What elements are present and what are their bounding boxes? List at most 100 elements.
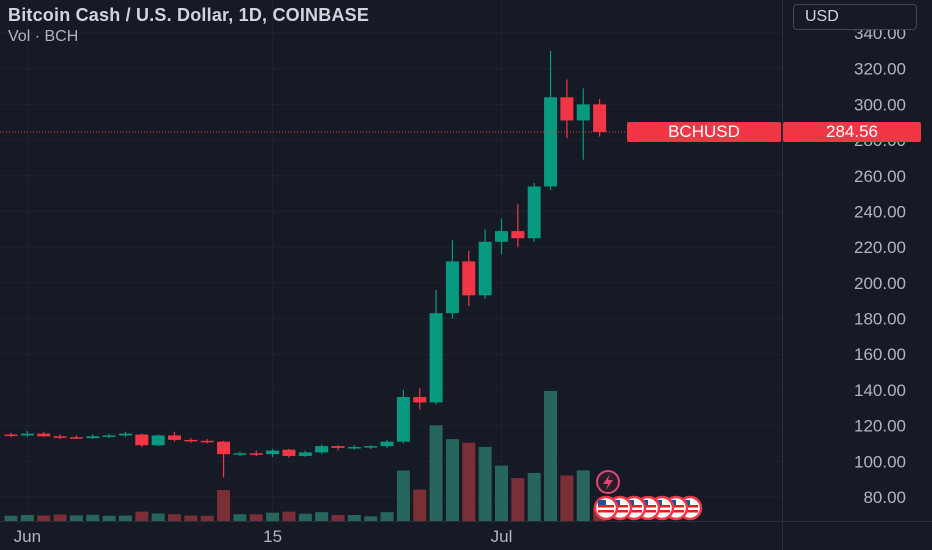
candle[interactable] bbox=[462, 250, 476, 307]
candle-body bbox=[560, 97, 574, 121]
candle[interactable] bbox=[347, 445, 361, 450]
volume-bar bbox=[576, 470, 590, 521]
candle-body bbox=[4, 434, 18, 437]
candle[interactable] bbox=[37, 431, 51, 438]
price-tick-label: 320.00 bbox=[854, 60, 906, 79]
candle[interactable] bbox=[86, 434, 100, 439]
candle-body bbox=[200, 440, 214, 443]
candle-body bbox=[380, 441, 394, 447]
volume-bar bbox=[135, 511, 149, 521]
time-tick-label: Jun bbox=[14, 527, 41, 546]
candle[interactable] bbox=[364, 445, 378, 449]
candle-body bbox=[217, 441, 231, 455]
candle[interactable] bbox=[4, 432, 18, 438]
price-tick-label: 240.00 bbox=[854, 202, 906, 221]
candle[interactable] bbox=[396, 389, 410, 444]
candle[interactable] bbox=[118, 431, 132, 438]
volume-bar bbox=[495, 465, 508, 521]
volume-bar bbox=[462, 442, 476, 521]
candle-body bbox=[20, 433, 34, 436]
candle[interactable] bbox=[413, 388, 427, 410]
candle[interactable] bbox=[184, 438, 198, 443]
price-tick-label: 160.00 bbox=[854, 345, 906, 364]
candle-body bbox=[249, 453, 263, 455]
candle-body bbox=[37, 433, 51, 437]
candle[interactable] bbox=[511, 204, 525, 248]
volume-bar bbox=[445, 439, 459, 521]
volume-bar bbox=[413, 489, 427, 521]
volume-bar bbox=[200, 515, 214, 521]
volume-bar bbox=[20, 515, 34, 521]
candle-body bbox=[347, 447, 361, 449]
candle[interactable] bbox=[593, 99, 607, 137]
event-markers bbox=[593, 470, 703, 521]
volume-bar bbox=[217, 490, 231, 521]
currency-button[interactable]: USD bbox=[793, 4, 917, 30]
time-tick-label: Jul bbox=[491, 527, 513, 546]
candle[interactable] bbox=[168, 431, 181, 442]
volume-bar bbox=[53, 514, 67, 521]
candle[interactable] bbox=[429, 289, 443, 405]
candle[interactable] bbox=[135, 433, 149, 448]
candle-body bbox=[184, 439, 198, 442]
candle[interactable] bbox=[478, 229, 492, 299]
candle[interactable] bbox=[445, 240, 459, 319]
volume-bar bbox=[69, 515, 83, 521]
candle-body bbox=[396, 397, 410, 442]
candle[interactable] bbox=[151, 434, 165, 447]
candle[interactable] bbox=[380, 439, 394, 448]
candle[interactable] bbox=[298, 450, 312, 457]
candle-body bbox=[429, 313, 443, 403]
last-price-badge: 284.56 bbox=[783, 122, 921, 142]
volume-bar bbox=[429, 425, 443, 521]
candle[interactable] bbox=[282, 448, 296, 458]
time-axis-divider bbox=[0, 521, 932, 522]
candle-body bbox=[135, 434, 149, 446]
volume-bar bbox=[511, 478, 525, 521]
candle[interactable] bbox=[266, 448, 280, 457]
candle-body bbox=[233, 453, 247, 455]
candle[interactable] bbox=[331, 445, 345, 451]
candle-body bbox=[331, 446, 345, 448]
candle[interactable] bbox=[69, 435, 83, 439]
price-tick-label: 200.00 bbox=[854, 274, 906, 293]
candle[interactable] bbox=[249, 450, 263, 456]
candle[interactable] bbox=[576, 88, 590, 160]
candle-body bbox=[527, 186, 541, 239]
candle[interactable] bbox=[200, 439, 214, 444]
volume-bar bbox=[364, 516, 378, 521]
candle[interactable] bbox=[20, 430, 34, 438]
candle[interactable] bbox=[217, 440, 231, 478]
candle[interactable] bbox=[544, 50, 558, 191]
volume-bar bbox=[396, 470, 410, 521]
volume-indicator-label[interactable]: Vol · BCH bbox=[8, 28, 79, 45]
volume-bar bbox=[233, 514, 247, 521]
candle-body bbox=[576, 104, 590, 121]
us-flag-event-icon[interactable] bbox=[593, 495, 619, 521]
price-axis[interactable]: 340.00320.00300.00280.00260.00240.00220.… bbox=[854, 24, 906, 507]
candle-body bbox=[53, 436, 67, 438]
candle[interactable] bbox=[315, 444, 329, 455]
candle[interactable] bbox=[560, 79, 574, 139]
volume-bar bbox=[347, 515, 361, 521]
candle-body bbox=[69, 437, 83, 439]
volume-bar bbox=[315, 512, 329, 521]
volume-bar bbox=[282, 511, 296, 521]
candle[interactable] bbox=[527, 182, 541, 242]
volume-bar bbox=[560, 475, 574, 521]
candle-body bbox=[413, 397, 427, 403]
lightning-event-icon[interactable] bbox=[596, 470, 620, 494]
volume-bar bbox=[102, 515, 116, 521]
candle-body bbox=[593, 104, 607, 132]
volume-bar bbox=[86, 514, 100, 521]
price-tick-label: 180.00 bbox=[854, 310, 906, 329]
candle[interactable] bbox=[102, 433, 116, 439]
candle[interactable] bbox=[495, 218, 508, 255]
candle-body bbox=[151, 435, 165, 446]
time-axis[interactable]: Jun 15 Jul bbox=[14, 527, 513, 546]
candle[interactable] bbox=[53, 434, 67, 439]
symbol-title[interactable]: Bitcoin Cash / U.S. Dollar, 1D, COINBASE bbox=[8, 5, 370, 25]
candle[interactable] bbox=[233, 451, 247, 456]
